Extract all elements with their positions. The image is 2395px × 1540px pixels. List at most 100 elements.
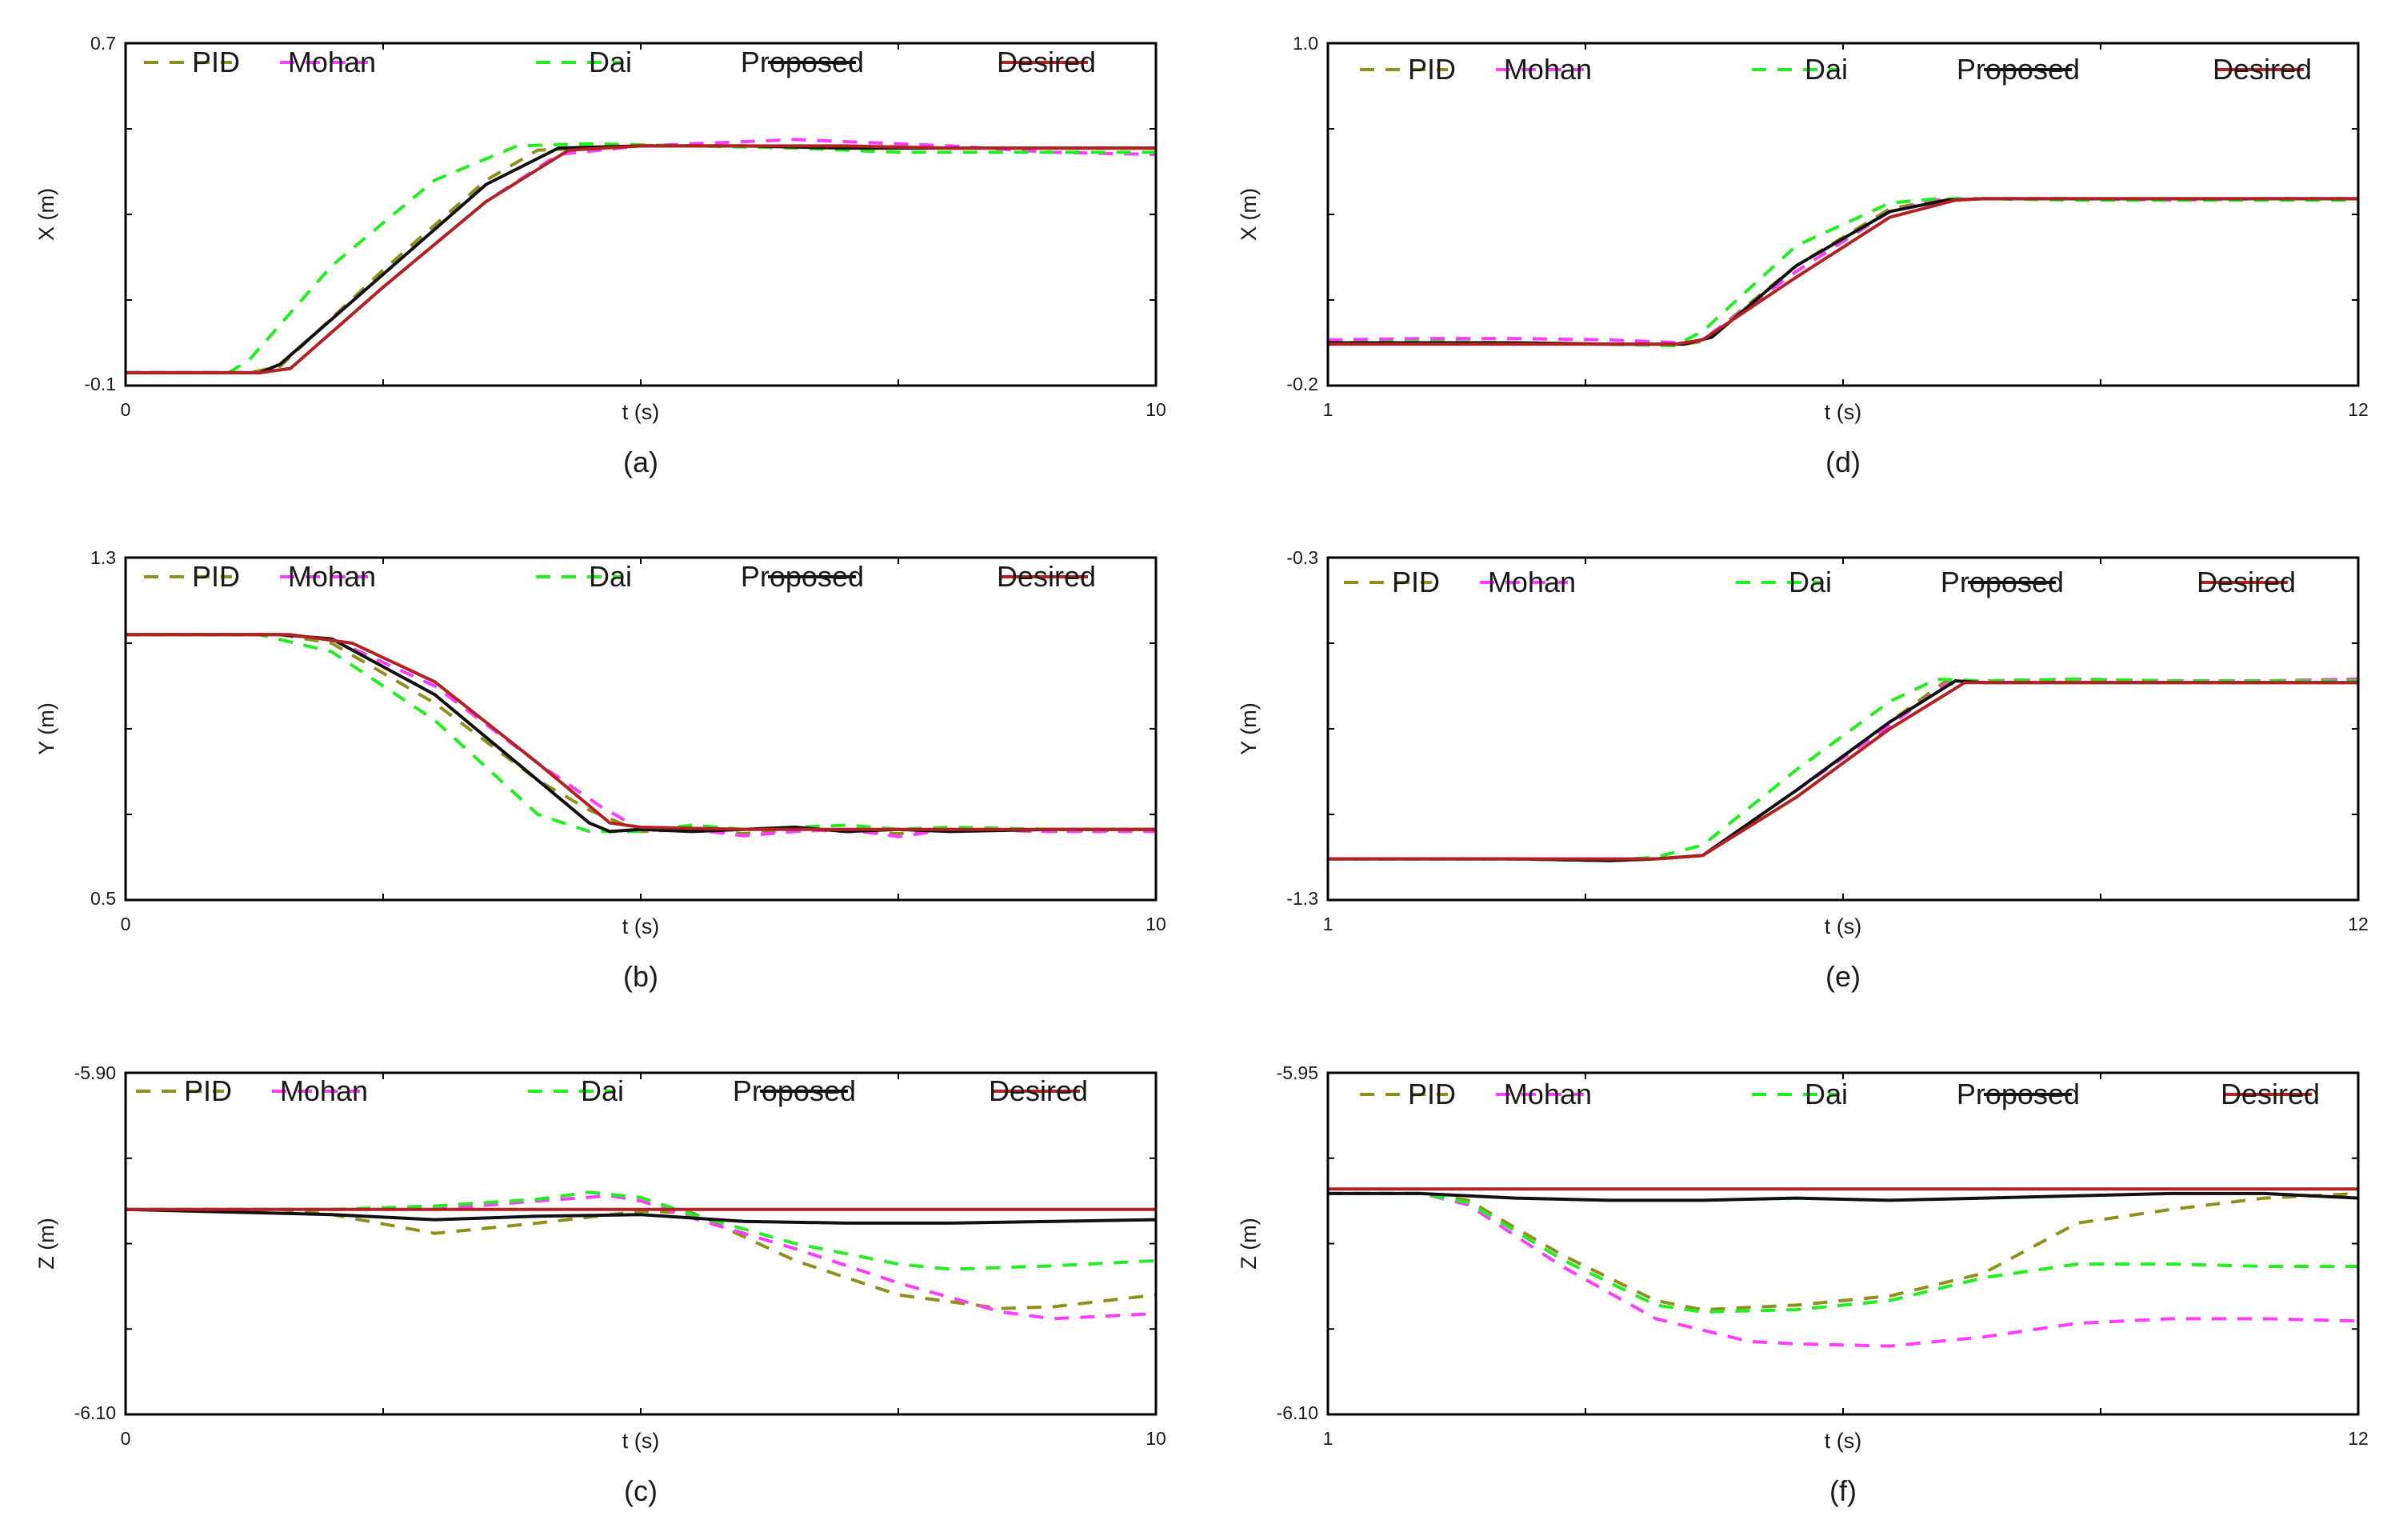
- legend-label-proposed: Proposed: [1957, 1078, 2080, 1110]
- series-line-proposed: [1328, 1191, 2358, 1202]
- legend-label-pid: PID: [184, 1074, 232, 1107]
- legend-label-desired: Desired: [989, 1074, 1088, 1107]
- y-tick-label-bottom: -6.10: [1277, 1402, 1318, 1423]
- y-axis-label: Y (m): [1237, 702, 1261, 755]
- series-group: [126, 138, 1156, 374]
- series-group: [1328, 677, 2358, 862]
- chart-caption: (c): [624, 1474, 658, 1507]
- x-tick-label-left: 0: [121, 399, 131, 420]
- series-line-dai: [1328, 1191, 2358, 1314]
- y-axis-label: Z (m): [34, 1218, 58, 1269]
- legend-label-proposed: Proposed: [741, 560, 864, 593]
- x-tick-label-right: 10: [1146, 914, 1166, 934]
- plot-frame: [124, 556, 1158, 902]
- series-line-dai: [126, 1190, 1156, 1271]
- series-line-mohan: [1328, 1191, 2358, 1348]
- chart-d: 1.0 -0.21 12 t (s) X (m) (d) PID Mohan Dai Propos…: [1237, 33, 2369, 478]
- tick-marks: [1328, 1073, 2359, 1415]
- legend-label-pid: PID: [1392, 566, 1440, 598]
- series-line-proposed: [126, 1207, 1156, 1225]
- x-tick-label-left: 1: [1323, 399, 1333, 420]
- y-tick-label-bottom: -6.10: [74, 1402, 116, 1423]
- series-group: [126, 633, 1156, 838]
- series-line-proposed: [126, 144, 1156, 374]
- legend-label-mohan: Mohan: [288, 46, 376, 78]
- y-tick-label-bottom: 0.5: [90, 888, 116, 909]
- legend-label-proposed: Proposed: [1941, 566, 2064, 598]
- legend-label-mohan: Mohan: [1488, 566, 1576, 598]
- series-line-dai: [126, 633, 1156, 834]
- legend: PID Mohan Dai Proposed Desired: [136, 1074, 1088, 1107]
- series-line-mohan: [1328, 197, 2358, 345]
- series-line-proposed: [1328, 197, 2358, 346]
- chart-caption: (b): [623, 960, 658, 993]
- series-line-dai: [126, 142, 1156, 374]
- chart-caption: (e): [1825, 960, 1861, 993]
- legend-label-dai: Dai: [1805, 53, 1848, 86]
- y-tick-label-top: 0.7: [90, 33, 116, 54]
- legend-label-dai: Dai: [581, 1074, 624, 1107]
- legend-label-desired: Desired: [997, 46, 1096, 78]
- legend-label-mohan: Mohan: [1504, 53, 1592, 86]
- x-tick-label-left: 0: [121, 914, 131, 934]
- x-tick-label-right: 10: [1146, 1428, 1166, 1449]
- legend: PID Mohan Dai Proposed Desired: [1360, 1078, 2320, 1110]
- tick-marks: [1328, 558, 2359, 901]
- y-tick-label-bottom: -0.2: [1286, 374, 1318, 394]
- series-line-pid: [126, 1207, 1156, 1310]
- series-line-pid: [1328, 197, 2358, 346]
- chart-f: -5.95 -6.101 12 t (s) Z (m) (f) PID Mohan Dai Pro…: [1237, 1062, 2369, 1507]
- legend-label-dai: Dai: [589, 560, 632, 593]
- legend-label-desired: Desired: [2221, 1078, 2320, 1110]
- y-tick-label-top: 1.0: [1293, 33, 1318, 54]
- plot-frame: [124, 42, 1158, 387]
- plot-frame: [1326, 42, 2360, 387]
- x-axis-label: t (s): [1825, 914, 1862, 938]
- x-axis-label: t (s): [622, 914, 660, 938]
- series-line-pid: [126, 633, 1156, 836]
- x-tick-label-left: 1: [1323, 914, 1333, 934]
- tick-marks: [1328, 43, 2359, 386]
- series-line-pid: [1328, 1191, 2358, 1312]
- chart-e: -0.3 -1.31 12 t (s) Y (m) (e) PID Mohan Dai Propo…: [1237, 547, 2369, 993]
- plot-frame: [1326, 556, 2360, 902]
- series-line-desired: [126, 633, 1156, 831]
- legend-label-desired: Desired: [2213, 53, 2312, 86]
- chart-caption: (d): [1825, 446, 1861, 478]
- y-tick-label-top: -0.3: [1286, 547, 1318, 568]
- legend-label-mohan: Mohan: [288, 560, 376, 593]
- series-line-mohan: [1328, 677, 2358, 862]
- x-axis-label: t (s): [1825, 400, 1862, 424]
- chart-caption: (a): [623, 446, 658, 478]
- y-tick-label-bottom: -1.3: [1286, 888, 1318, 909]
- chart-c: -5.90 -6.100 10 t (s) Z (m) (c) PID Mohan Dai Pro…: [34, 1062, 1166, 1507]
- y-axis-label: Z (m): [1237, 1218, 1261, 1269]
- y-axis-label: X (m): [34, 188, 58, 241]
- tick-marks: [126, 558, 1157, 901]
- x-axis-label: t (s): [622, 400, 660, 424]
- series-group: [126, 1190, 1156, 1321]
- series-line-mohan: [126, 633, 1156, 838]
- x-tick-label-right: 12: [2348, 914, 2369, 934]
- series-line-proposed: [1328, 679, 2358, 862]
- x-axis-label: t (s): [622, 1429, 660, 1453]
- legend-label-pid: PID: [192, 560, 240, 593]
- series-line-dai: [1328, 197, 2358, 348]
- x-tick-label-left: 1: [1323, 1428, 1333, 1449]
- y-tick-label-top: 1.3: [90, 547, 116, 568]
- x-axis-label: t (s): [1825, 1429, 1862, 1453]
- series-line-proposed: [126, 633, 1156, 834]
- y-tick-label-top: -5.90: [74, 1062, 116, 1083]
- legend: PID Mohan Dai Proposed Desired: [144, 560, 1096, 593]
- chart-caption: (f): [1829, 1474, 1857, 1507]
- series-line-pid: [126, 144, 1156, 374]
- y-tick-label-top: -5.95: [1277, 1062, 1318, 1083]
- chart-b: 1.3 0.50 10 t (s) Y (m) (b) PID Mohan Dai Propose…: [34, 547, 1166, 993]
- series-line-desired: [126, 144, 1156, 374]
- series-line-desired: [1328, 197, 2358, 346]
- legend: PID Mohan Dai Proposed Desired: [1360, 53, 2312, 86]
- legend: PID Mohan Dai Proposed Desired: [144, 46, 1096, 78]
- x-tick-label-right: 10: [1146, 399, 1166, 420]
- legend-label-proposed: Proposed: [1957, 53, 2080, 86]
